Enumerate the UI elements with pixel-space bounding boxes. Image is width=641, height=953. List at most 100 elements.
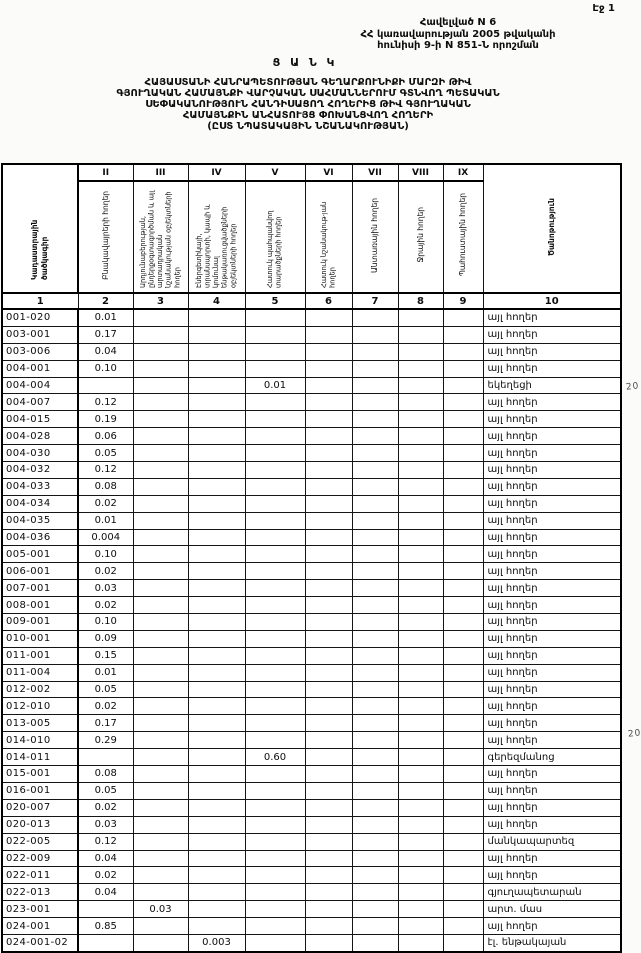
appendix-line: Հավելված N 6	[419, 17, 497, 28]
header-note: Ծանոթություն	[482, 163, 622, 294]
area-value-cell	[304, 900, 353, 919]
area-value-cell	[442, 579, 484, 598]
area-value-cell	[442, 562, 484, 581]
column-number: 3	[132, 292, 189, 310]
area-value-cell	[442, 427, 484, 446]
area-value-cell: 0.12	[77, 832, 134, 851]
area-value-cell	[397, 849, 444, 868]
note-cell: այլ հողեր	[482, 325, 622, 344]
area-value-cell	[304, 427, 353, 446]
area-value-cell	[244, 900, 306, 919]
area-value-cell	[442, 731, 484, 750]
table-row: 015-001 0.08 այլ հողեր	[1, 765, 622, 783]
area-value-cell	[442, 917, 484, 935]
area-value-cell	[304, 342, 353, 361]
area-value-cell	[351, 325, 399, 344]
area-value-cell	[351, 866, 399, 885]
cadastral-code-cell: 024-001-02	[1, 933, 79, 953]
area-value-cell	[244, 562, 306, 581]
area-value-cell	[244, 359, 306, 378]
area-value-cell	[187, 714, 246, 733]
note-cell: այլ հողեր	[482, 359, 622, 378]
area-value-cell	[187, 798, 246, 817]
area-value-cell	[244, 494, 306, 513]
area-value-cell	[304, 917, 353, 935]
area-value-cell	[132, 832, 189, 851]
roman-numeral: VI	[304, 163, 353, 182]
area-value-cell	[442, 866, 484, 885]
area-value-cell	[351, 697, 399, 716]
area-value-cell	[351, 714, 399, 733]
area-value-cell	[304, 376, 353, 395]
title-line: (ԸՍՏ ՆՊԱՏԱԿԱՅԻՆ ՆՇԱՆԱԿՈՒԹՅԱՆ)	[207, 121, 409, 132]
area-value-cell	[244, 663, 306, 682]
area-value-cell	[187, 359, 246, 378]
area-value-cell	[244, 477, 306, 496]
area-value-cell	[397, 461, 444, 479]
area-value-cell	[132, 849, 189, 868]
table-row: 003-001 0.17 այլ հողեր	[1, 325, 622, 344]
area-value-cell	[397, 359, 444, 378]
area-value-cell	[132, 359, 189, 378]
area-value-cell	[132, 613, 189, 631]
cadastral-code-cell: 011-004	[1, 663, 79, 682]
cadastral-code-cell: 022-009	[1, 849, 79, 868]
area-value-cell	[304, 477, 353, 496]
area-value-cell	[397, 663, 444, 682]
area-value-cell	[244, 765, 306, 783]
area-value-cell	[187, 562, 246, 581]
area-value-cell	[187, 866, 246, 885]
area-value-cell	[397, 646, 444, 665]
cadastral-code-cell: 004-034	[1, 494, 79, 513]
area-value-cell	[132, 393, 189, 412]
area-value-cell	[187, 511, 246, 530]
area-value-cell	[244, 866, 306, 885]
area-value-cell: 0.01	[77, 511, 134, 530]
table-row: 009-001 0.10 այլ հողեր	[1, 613, 622, 631]
area-value-cell	[442, 849, 484, 868]
area-value-cell	[397, 579, 444, 598]
area-value-cell	[442, 308, 484, 327]
table-row: 007-001 0.03 այլ հողեր	[1, 579, 622, 598]
area-value-cell	[187, 325, 246, 344]
area-value-cell	[187, 849, 246, 868]
cadastral-code-cell: 007-001	[1, 579, 79, 598]
note-cell: այլ հողեր	[482, 849, 622, 868]
area-value-cell	[397, 917, 444, 935]
page-number: Էջ 1	[592, 3, 615, 14]
area-value-cell	[351, 629, 399, 648]
area-value-cell: 0.15	[77, 646, 134, 665]
area-value-cell	[442, 798, 484, 817]
header-forest-lands: Անտառային հողեր	[351, 180, 399, 294]
area-value-cell	[442, 629, 484, 648]
area-value-cell	[351, 545, 399, 564]
area-value-cell	[244, 596, 306, 615]
header-cadastral-code-label: Կադաստրային ծածկագիր	[30, 219, 49, 280]
cadastral-code-cell: 024-001	[1, 917, 79, 935]
area-value-cell	[351, 748, 399, 767]
area-value-cell	[351, 900, 399, 919]
column-number: 6	[304, 292, 353, 310]
area-value-cell	[304, 562, 353, 581]
area-value-cell	[304, 646, 353, 665]
area-value-cell	[244, 849, 306, 868]
area-value-cell	[397, 629, 444, 648]
note-cell: այլ հողեր	[482, 697, 622, 716]
area-value-cell	[304, 798, 353, 817]
area-value-cell	[132, 629, 189, 648]
cadastral-code-cell: 003-006	[1, 342, 79, 361]
area-value-cell	[132, 933, 189, 953]
area-value-cell	[351, 528, 399, 547]
area-value-cell: 0.08	[77, 477, 134, 496]
area-value-cell	[351, 494, 399, 513]
area-value-cell	[132, 866, 189, 885]
area-value-cell	[244, 528, 306, 547]
note-cell: այլ հողեր	[482, 308, 622, 327]
area-value-cell	[187, 477, 246, 496]
appendix-line: հունիսի 9-ի N 851-Ն որոշման	[377, 40, 539, 51]
roman-numeral: III	[132, 163, 189, 182]
column-number: 8	[397, 292, 444, 310]
area-value-cell: 0.04	[77, 883, 134, 902]
area-value-cell	[77, 933, 134, 953]
area-value-cell	[442, 376, 484, 395]
